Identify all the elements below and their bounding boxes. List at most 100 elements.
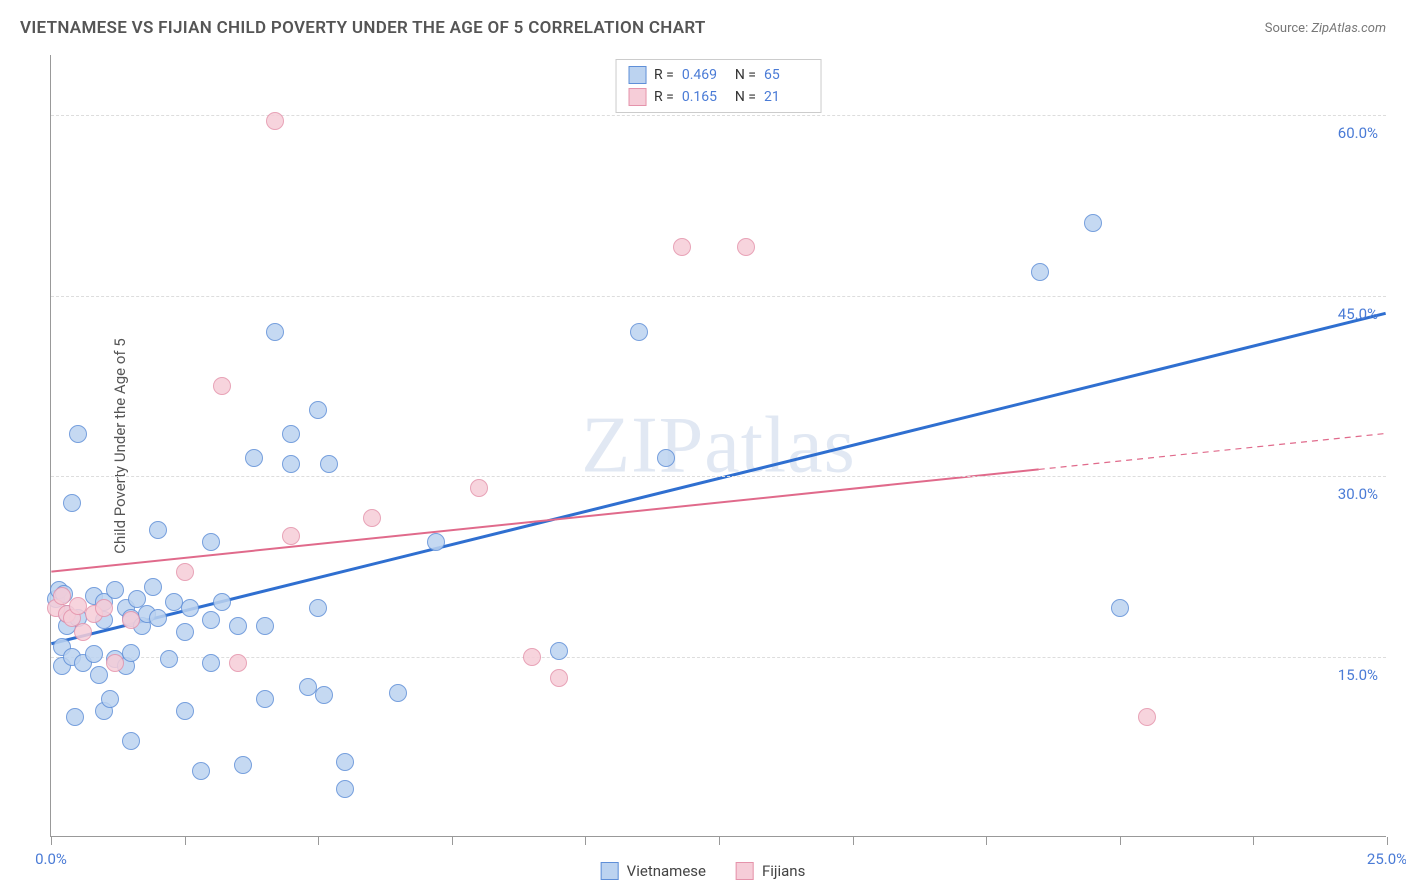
stats-box: R = 0.469 N = 65 R = 0.165 N = 21 [615,59,822,113]
scatter-point [282,527,300,545]
scatter-point [122,611,140,629]
gridline [51,296,1386,297]
y-tick-label: 30.0% [1338,485,1378,503]
gridline [51,476,1386,477]
plot-area: ZIPatlas R = 0.469 N = 65 R = 0.165 N = 21 15.0… [50,55,1386,837]
scatter-point [176,563,194,581]
x-axis-ticks [51,827,1386,837]
scatter-point [122,732,140,750]
legend-swatch [628,66,646,84]
scatter-point [336,780,354,798]
scatter-point [245,449,263,467]
scatter-point [128,590,146,608]
scatter-point [550,642,568,660]
y-tick-label: 45.0% [1338,305,1378,323]
x-tick [1253,837,1254,845]
scatter-point [202,611,220,629]
x-tick [318,837,319,845]
scatter-point [101,690,119,708]
legend-swatch [601,862,619,880]
scatter-point [213,593,231,611]
scatter-point [229,617,247,635]
scatter-point [95,599,113,617]
watermark: ZIPatlas [581,400,856,491]
legend-swatch [628,88,646,106]
stat-r-value: 0.165 [682,89,727,105]
scatter-point [160,650,178,668]
x-tick [585,837,586,845]
x-tick [1387,837,1388,845]
x-tick-label: 25.0% [1367,850,1406,868]
legend-label: Vietnamese [627,862,706,880]
x-tick [1120,837,1121,845]
scatter-point [106,654,124,672]
y-tick-label: 15.0% [1338,666,1378,684]
scatter-point [282,425,300,443]
scatter-point [309,401,327,419]
stat-n-label: N = [735,67,756,83]
x-tick [452,837,453,845]
scatter-point [53,587,71,605]
scatter-point [1084,214,1102,232]
scatter-point [85,645,103,663]
scatter-point [315,686,333,704]
x-tick [853,837,854,845]
scatter-point [74,623,92,641]
x-tick [51,837,52,845]
scatter-point [389,684,407,702]
scatter-point [213,377,231,395]
scatter-point [69,425,87,443]
chart-title: VIETNAMESE VS FIJIAN CHILD POVERTY UNDER… [20,18,706,38]
scatter-point [106,581,124,599]
stat-r-label: R = [654,89,674,105]
stat-n-value: 65 [764,67,809,83]
scatter-point [122,644,140,662]
x-tick [986,837,987,845]
x-tick [719,837,720,845]
scatter-point [176,623,194,641]
stats-row: R = 0.165 N = 21 [628,86,809,108]
scatter-point [90,666,108,684]
scatter-point [470,479,488,497]
scatter-point [149,609,167,627]
legend-item: Fijians [736,862,805,880]
scatter-point [673,238,691,256]
scatter-point [320,455,338,473]
scatter-point [550,669,568,687]
legend-label: Fijians [762,862,805,880]
stat-r-label: R = [654,67,674,83]
scatter-point [309,599,327,617]
legend-swatch [736,862,754,880]
x-tick [185,837,186,845]
legend-item: Vietnamese [601,862,706,880]
scatter-point [176,702,194,720]
scatter-point [1111,599,1129,617]
scatter-point [363,509,381,527]
scatter-point [657,449,675,467]
x-tick-label: 0.0% [35,850,67,868]
scatter-point [336,753,354,771]
scatter-point [149,521,167,539]
scatter-point [266,112,284,130]
scatter-point [256,617,274,635]
scatter-point [266,323,284,341]
scatter-point [234,756,252,774]
scatter-point [202,533,220,551]
scatter-point [229,654,247,672]
source-text: Source: ZipAtlas.com [1265,21,1386,36]
scatter-point [737,238,755,256]
scatter-point [1031,263,1049,281]
stat-n-value: 21 [764,89,809,105]
scatter-point [256,690,274,708]
scatter-point [523,648,541,666]
scatter-point [181,599,199,617]
stat-r-value: 0.469 [682,67,727,83]
scatter-point [427,533,445,551]
scatter-point [630,323,648,341]
scatter-point [282,455,300,473]
regression-lines [51,55,1386,836]
scatter-point [66,708,84,726]
stats-row: R = 0.469 N = 65 [628,64,809,86]
stat-n-label: N = [735,89,756,105]
scatter-point [144,578,162,596]
